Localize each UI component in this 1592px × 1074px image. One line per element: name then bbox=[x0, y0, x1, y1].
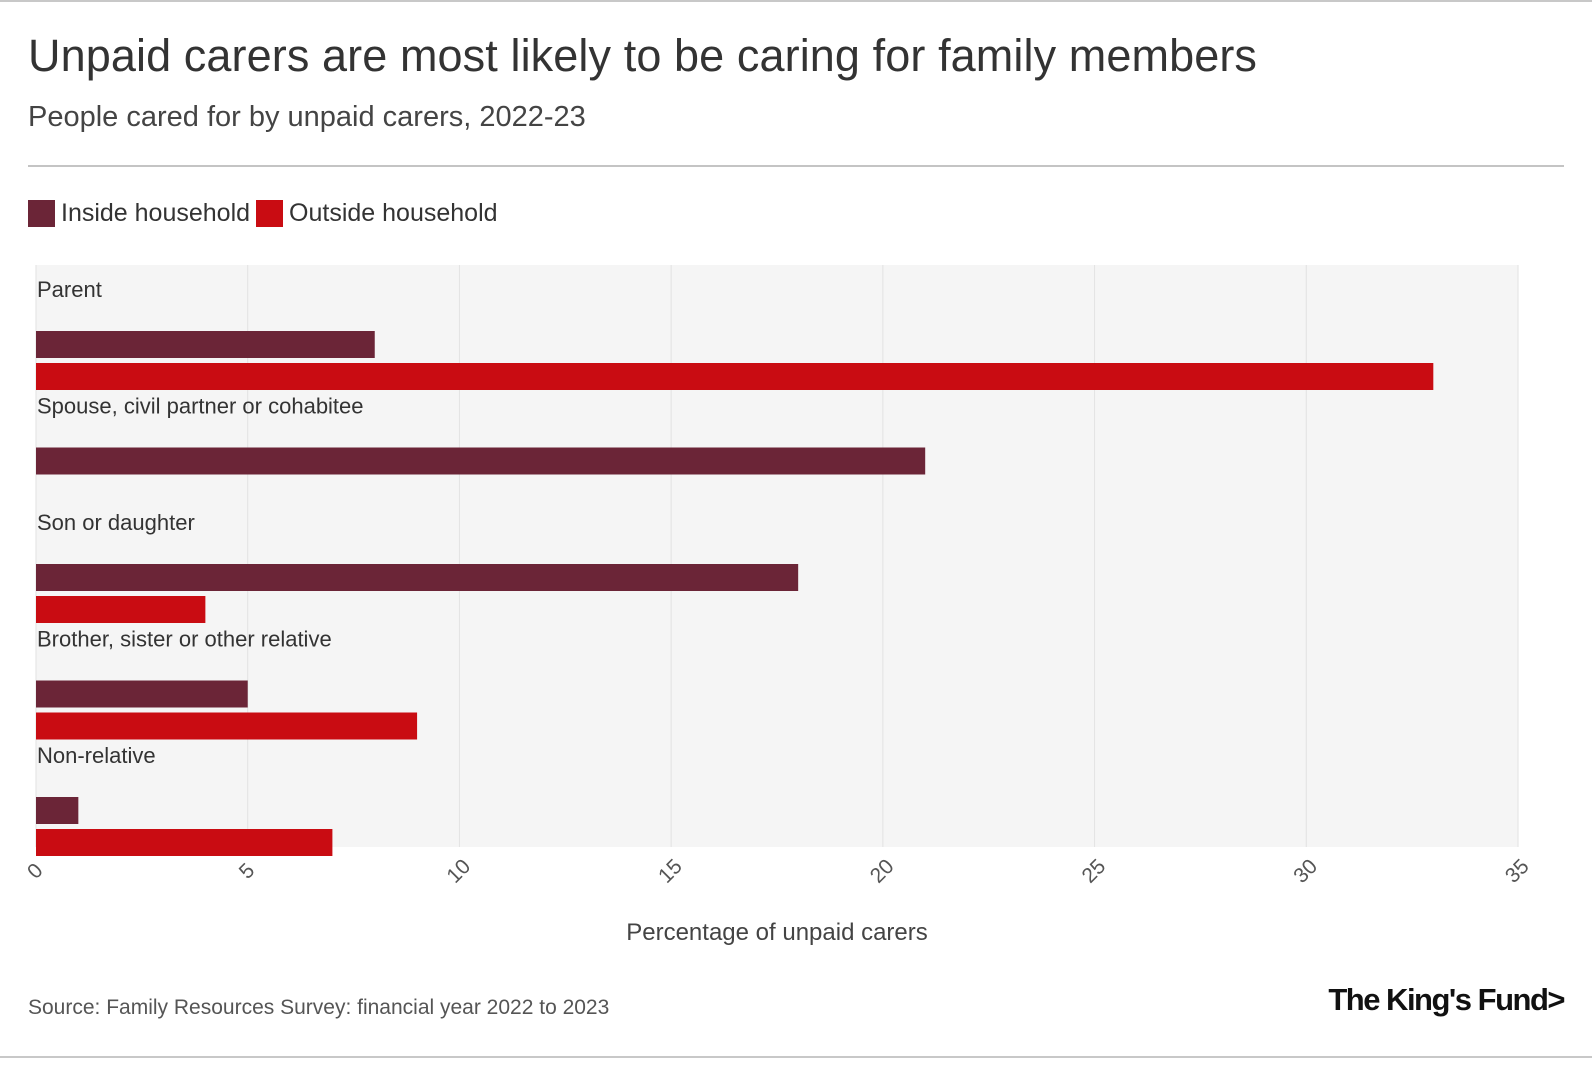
header-divider bbox=[28, 165, 1564, 167]
x-tick-label-15: 15 bbox=[654, 855, 687, 888]
x-tick-label-20: 20 bbox=[866, 855, 899, 888]
bar-outside-household-parent bbox=[36, 363, 1434, 390]
legend-swatch-inside-household bbox=[28, 199, 55, 227]
x-axis-title: Percentage of unpaid carers bbox=[626, 919, 928, 946]
bar-chart: Parent Spouse, civil partner or cohabitee… bbox=[23, 265, 1534, 946]
x-tick-label-0: 0 bbox=[23, 859, 48, 884]
legend-label-inside-household: Inside household bbox=[61, 198, 251, 227]
category-label-parent: Parent bbox=[37, 277, 102, 302]
brand-logo: The King's Fund> bbox=[1328, 982, 1565, 1017]
bar-outside-household-non-relative bbox=[36, 829, 333, 856]
x-tick-label-10: 10 bbox=[442, 855, 475, 888]
bottom-border bbox=[0, 1056, 1592, 1058]
legend-item-outside-household: Outside household bbox=[256, 198, 498, 228]
x-tick-label-25: 25 bbox=[1078, 855, 1111, 888]
bar-inside-household-brother-sister-or-other-relative bbox=[36, 680, 248, 708]
bar-inside-household-spouse-civil-partner-or-cohabitee bbox=[36, 447, 926, 475]
category-label-son-or-daughter: Son or daughter bbox=[37, 510, 195, 535]
chart-legend: Inside household Outside household bbox=[28, 197, 504, 229]
bar-inside-household-non-relative bbox=[36, 797, 79, 824]
source-note: Source: Family Resources Survey: financi… bbox=[28, 996, 610, 1019]
chart-subtitle: People cared for by unpaid carers, 2022-… bbox=[28, 101, 586, 133]
legend-item-inside-household: Inside household bbox=[28, 199, 250, 228]
category-label-spouse-civil-partner-or-cohabitee: Spouse, civil partner or cohabitee bbox=[37, 394, 364, 419]
bar-outside-household-brother-sister-or-other-relative bbox=[36, 712, 418, 740]
legend-label-outside-household: Outside household bbox=[289, 198, 498, 227]
bar-inside-household-parent bbox=[36, 331, 375, 358]
bar-inside-household-son-or-daughter bbox=[36, 564, 799, 591]
bar-outside-household-son-or-daughter bbox=[36, 596, 206, 623]
x-tick-label-30: 30 bbox=[1289, 855, 1322, 888]
chart-title: Unpaid carers are most likely to be cari… bbox=[28, 30, 1258, 81]
plot-background bbox=[36, 265, 1518, 847]
category-label-brother-sister-or-other-relative: Brother, sister or other relative bbox=[37, 627, 332, 652]
legend-swatch-outside-household bbox=[256, 199, 284, 227]
x-tick-label-35: 35 bbox=[1501, 855, 1534, 888]
category-label-non-relative: Non-relative bbox=[37, 743, 156, 768]
x-tick-label-5: 5 bbox=[235, 859, 260, 884]
top-border bbox=[0, 0, 1592, 2]
